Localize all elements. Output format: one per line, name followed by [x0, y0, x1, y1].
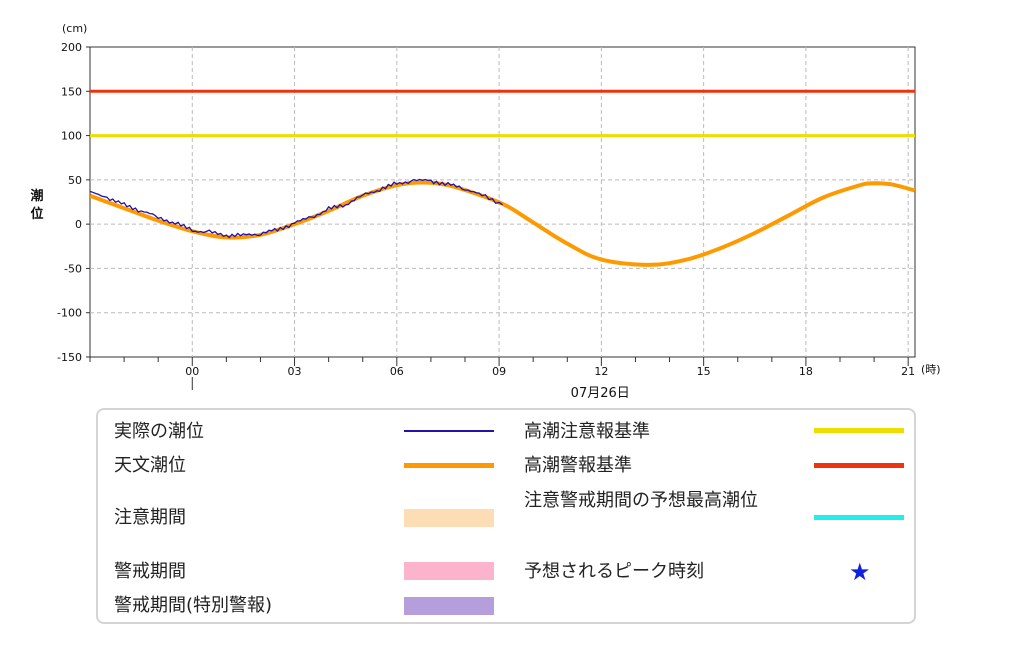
legend-label-advisory-level: 高潮注意報基準 — [524, 421, 650, 442]
tide-chart-svg: 200 150 100 50 0 -50 -100 -150 00 03 06 09 12 15 18 21 (… — [30, 22, 941, 400]
x-tick-label: 06 — [390, 365, 404, 378]
legend-label-observed: 実際の潮位 — [114, 421, 204, 442]
y-tick-label: 100 — [61, 130, 82, 143]
legend-label-warning-period: 警戒期間 — [114, 561, 186, 582]
legend-label-special-warning-period: 警戒期間(特別警報) — [114, 595, 273, 616]
date-label: 07月26日 — [571, 386, 630, 400]
legend-swatch-special-warning-period — [404, 597, 494, 615]
legend-swatch-observed — [404, 430, 494, 432]
legend-swatch-astronomical — [404, 463, 494, 468]
legend-swatch-warning-period — [404, 562, 494, 580]
legend-label-astronomical: 天文潮位 — [114, 455, 186, 476]
series-line-astronomical — [90, 180, 915, 267]
legend-label-forecast-max-tide: 注意警戒期間の予想最高潮位 — [524, 490, 758, 511]
y-tick-label: -50 — [64, 262, 82, 275]
tide-chart: 200 150 100 50 0 -50 -100 -150 00 03 06 09 12 15 18 21 (… — [30, 22, 941, 400]
legend-label-caution-period: 注意期間 — [114, 507, 186, 528]
x-tick-label: 18 — [799, 365, 813, 378]
y-tick-label: 150 — [61, 85, 82, 98]
y-tick-label: 0 — [75, 218, 82, 231]
legend-swatch-caution-period — [404, 509, 494, 527]
legend-label-peak-time: 予想されるピーク時刻 — [524, 561, 704, 582]
chart-legend: 実際の潮位 天文潮位 注意期間 警戒期間 警戒期間(特別警報) 高潮注意報基準 … — [96, 408, 916, 624]
series-line-observed — [90, 178, 503, 239]
x-tick-label: 15 — [697, 365, 711, 378]
y-tick-label: 200 — [61, 41, 82, 54]
star-icon: ★ — [849, 558, 871, 586]
y-tick-label: -150 — [57, 351, 82, 364]
x-tick-label: 03 — [288, 365, 302, 378]
legend-label-warning-level: 高潮警報基準 — [524, 455, 632, 476]
legend-swatch-warning-level — [814, 463, 904, 468]
x-tick-label: 21 — [901, 365, 915, 378]
x-tick-label: 09 — [492, 365, 506, 378]
x-tick-label: 00 — [185, 365, 199, 378]
x-unit-label: (時) — [921, 363, 941, 376]
y-unit-label: (cm) — [62, 22, 87, 35]
y-tick-label: 50 — [68, 174, 82, 187]
y-tick-label: -100 — [57, 307, 82, 320]
y-axis-label: 潮位 — [30, 188, 43, 222]
x-tick-label: 12 — [594, 365, 608, 378]
legend-swatch-advisory-level — [814, 428, 904, 433]
legend-swatch-forecast-max-tide — [814, 515, 904, 520]
